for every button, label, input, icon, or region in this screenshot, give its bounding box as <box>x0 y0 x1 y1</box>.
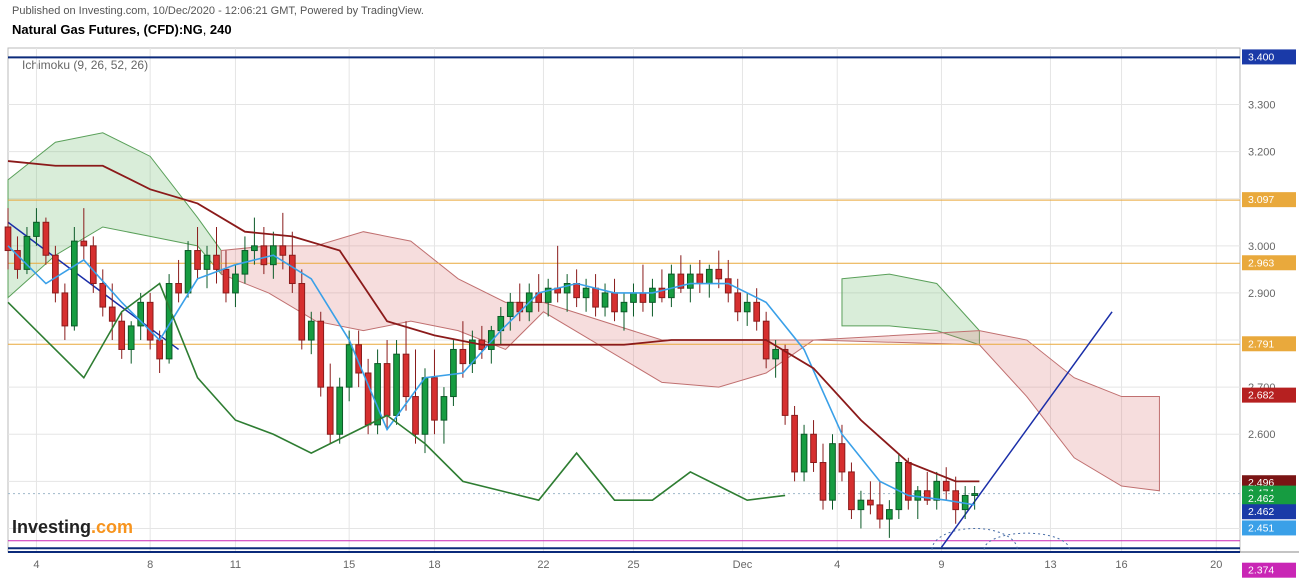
svg-text:2.462: 2.462 <box>1248 493 1274 505</box>
svg-text:3.200: 3.200 <box>1248 147 1276 159</box>
svg-text:16: 16 <box>1115 559 1127 571</box>
svg-text:9: 9 <box>938 559 944 571</box>
svg-text:8: 8 <box>147 559 153 571</box>
svg-text:4: 4 <box>834 559 840 571</box>
svg-text:2.900: 2.900 <box>1248 288 1276 300</box>
logo-main: Investing <box>12 517 91 537</box>
price-chart[interactable]: 2.4002.5002.6002.7002.8002.9003.0003.100… <box>0 0 1299 580</box>
svg-text:18: 18 <box>428 559 440 571</box>
svg-text:11: 11 <box>230 559 241 571</box>
svg-text:3.300: 3.300 <box>1248 100 1276 112</box>
svg-text:2.451: 2.451 <box>1248 522 1274 534</box>
svg-text:22: 22 <box>537 559 549 571</box>
svg-text:2.600: 2.600 <box>1248 429 1276 441</box>
svg-text:2.963: 2.963 <box>1248 257 1274 269</box>
svg-text:25: 25 <box>627 559 639 571</box>
svg-text:3.097: 3.097 <box>1248 194 1274 206</box>
svg-text:3.400: 3.400 <box>1248 51 1274 63</box>
svg-text:4: 4 <box>33 559 39 571</box>
svg-text:3.000: 3.000 <box>1248 241 1276 253</box>
svg-text:15: 15 <box>343 559 355 571</box>
logo-accent: .com <box>91 517 133 537</box>
svg-text:2.791: 2.791 <box>1248 338 1274 350</box>
svg-text:2.682: 2.682 <box>1248 390 1274 402</box>
chart-container: Published on Investing.com, 10/Dec/2020 … <box>0 0 1299 580</box>
svg-text:2.462: 2.462 <box>1248 506 1274 518</box>
svg-text:Dec: Dec <box>733 559 753 571</box>
investing-logo: Investing.com <box>12 517 133 538</box>
svg-text:2.374: 2.374 <box>1248 565 1274 577</box>
svg-text:13: 13 <box>1044 559 1056 571</box>
svg-text:20: 20 <box>1210 559 1222 571</box>
